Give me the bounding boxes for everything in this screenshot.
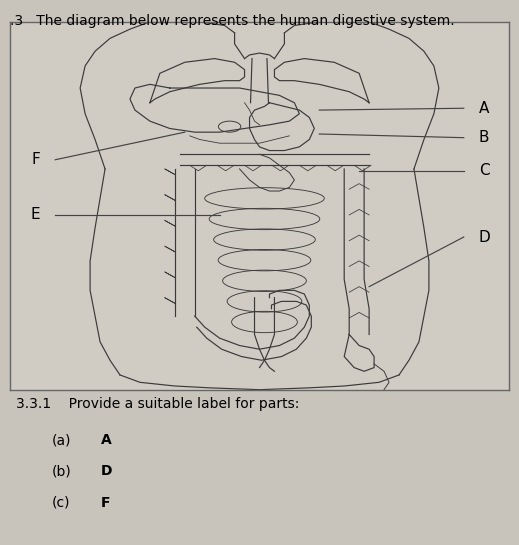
Text: B: B [479,130,489,145]
Text: D: D [101,464,113,479]
Text: 3.3.1    Provide a suitable label for parts:: 3.3.1 Provide a suitable label for parts… [16,397,299,411]
Text: F: F [101,496,111,510]
Text: F: F [32,152,40,167]
Text: A: A [101,433,112,447]
Text: E: E [31,208,40,222]
Text: C: C [479,164,489,178]
Text: A: A [479,101,489,116]
Text: .3   The diagram below represents the human digestive system.: .3 The diagram below represents the huma… [10,14,455,28]
Text: (b): (b) [52,464,72,479]
Text: (c): (c) [52,496,71,510]
Text: D: D [479,229,490,245]
Text: (a): (a) [52,433,72,447]
